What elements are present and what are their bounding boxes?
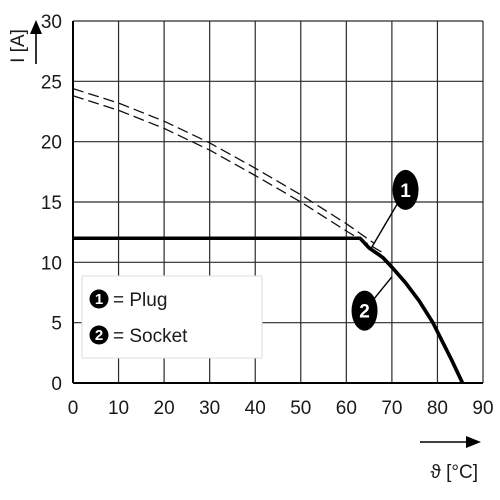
legend-entry-text: = Socket <box>113 326 188 347</box>
callout-badge-1 <box>392 169 419 210</box>
series-1-curve-dashed <box>72 87 375 244</box>
series-2-curve <box>73 236 465 384</box>
callout-badge-2 <box>351 290 378 331</box>
x-tick-label: 0 <box>68 398 79 419</box>
axis-labels: I [A] ϑ [°C] <box>8 20 481 483</box>
x-tick-label: 10 <box>108 398 129 419</box>
x-tick-label: 90 <box>472 398 493 419</box>
x-tick-label: 40 <box>245 398 266 419</box>
legend-marker-2 <box>89 325 109 345</box>
curves <box>72 87 465 384</box>
x-tick-label: 60 <box>336 398 357 419</box>
legend-marker-number: 2 <box>95 327 103 344</box>
tick-labels: 0 10 20 30 40 50 60 70 80 90 0 5 10 15 20 25 30 <box>41 12 494 419</box>
y-tick-label: 5 <box>51 314 62 335</box>
legend-entry-text: = Plug <box>113 290 167 311</box>
y-tick-label: 25 <box>41 72 62 93</box>
legend: 1 = Plug 2 = Socket <box>81 275 263 359</box>
x-tick-label: 30 <box>199 398 220 419</box>
x-tick-label: 70 <box>381 398 402 419</box>
callouts: 12 <box>351 169 419 331</box>
x-tick-label: 80 <box>427 398 448 419</box>
legend-box <box>81 275 263 359</box>
y-tick-label: 10 <box>41 253 62 274</box>
y-axis-arrowhead <box>30 20 42 34</box>
y-tick-label: 30 <box>41 12 62 33</box>
y-axis-label: I [A] <box>8 29 29 63</box>
x-axis-label: ϑ [°C] <box>430 462 478 483</box>
y-tick-label: 15 <box>41 193 62 214</box>
x-axis-arrowhead <box>466 436 481 448</box>
y-tick-label: 0 <box>51 374 62 395</box>
y-tick-label: 20 <box>41 133 62 154</box>
callout-number: 2 <box>359 302 370 323</box>
series-2-curve-dashed <box>72 95 384 254</box>
legend-marker-number: 1 <box>95 291 103 308</box>
x-tick-label: 20 <box>154 398 175 419</box>
x-tick-label: 50 <box>290 398 311 419</box>
callout-number: 1 <box>400 181 411 202</box>
legend-marker-1 <box>89 289 109 309</box>
